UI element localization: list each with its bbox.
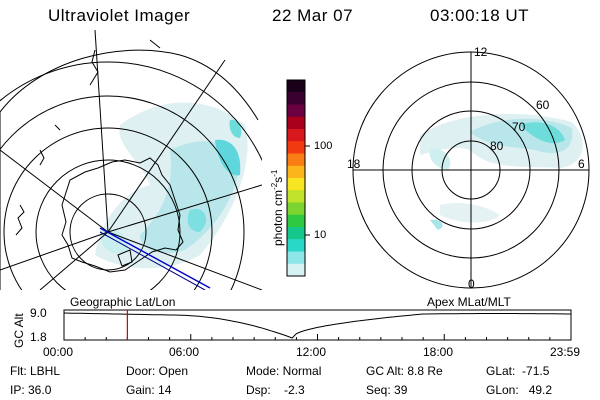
colorbar-segment	[287, 165, 305, 179]
polar-grid	[352, 51, 590, 289]
altitude-xtick-0000: 00:00	[43, 345, 74, 359]
info-seq: Seq: 39	[366, 383, 408, 397]
geographic-map	[0, 30, 262, 290]
colorbar-frame	[286, 79, 306, 277]
magnetic-polar-map	[420, 113, 583, 230]
fov-boundary-left	[0, 49, 259, 290]
mlat-label-60: 60	[536, 98, 550, 112]
info-door: Door: Open	[126, 364, 189, 378]
info-gc-alt: GC Alt: 8.8 Re	[366, 364, 443, 378]
altitude-xtick-1800: 18:00	[423, 345, 454, 359]
instrument-title: Ultraviolet Imager	[48, 6, 191, 25]
coastline-fragments	[15, 39, 161, 236]
info-dsp: Dsp: -2.3	[246, 383, 305, 397]
aurora-emission-left	[95, 102, 248, 269]
colorbar	[287, 80, 305, 277]
left-panel-caption: Geographic Lat/Lon	[70, 295, 176, 309]
colorbar-segment	[287, 116, 305, 130]
colorbar-segment	[287, 153, 305, 167]
colorbar-segment	[287, 141, 305, 154]
info-gain: Gain: 14	[126, 383, 172, 397]
colorbar-segment	[287, 104, 305, 118]
altitude-xtick-0600: 06:00	[169, 345, 200, 359]
meridian-lines	[0, 30, 262, 290]
altitude-ytick-bottom: 1.8	[30, 330, 47, 344]
colorbar-unit-label: photon cm-2s-1	[270, 169, 285, 246]
colorbar-segment	[287, 239, 305, 252]
colorbar-segment	[287, 251, 305, 265]
info-mode: Mode: Normal	[246, 364, 322, 378]
mlat-label-70: 70	[512, 120, 526, 134]
colorbar-segment	[287, 263, 305, 277]
info-filter: Flt: LBHL	[10, 364, 61, 378]
date-label: 22 Mar 07	[272, 6, 354, 25]
colorbar-segment	[287, 80, 305, 93]
colorbar-segment	[287, 214, 305, 228]
info-glat: GLat: -71.5	[486, 364, 550, 378]
info-ip: IP: 36.0	[10, 383, 52, 397]
mlt-label-6: 6	[578, 157, 585, 171]
altitude-ylabel: GC Alt	[12, 313, 26, 348]
colorbar-segment	[287, 190, 305, 203]
altitude-curve	[63, 312, 571, 339]
altitude-x-ticks	[63, 334, 572, 340]
time-label: 03:00:18 UT	[430, 6, 530, 25]
colorbar-segment	[287, 129, 305, 142]
mlat-label-80: 80	[490, 139, 504, 153]
terminator-line	[99, 227, 211, 289]
colorbar-segment	[287, 202, 305, 216]
mlt-label-0: 0	[468, 277, 475, 291]
latitude-circles	[0, 61, 262, 290]
colorbar-label-10: 10	[314, 229, 327, 241]
colorbar-label-100: 100	[314, 140, 333, 152]
altitude-ytick-top: 9.0	[30, 306, 47, 320]
colorbar-segment	[287, 178, 305, 191]
right-panel-caption: Apex MLat/MLT	[427, 295, 511, 309]
altitude-xtick-2359: 23:59	[550, 345, 581, 359]
colorbar-segment	[287, 92, 305, 105]
mlt-label-12: 12	[474, 45, 488, 59]
altitude-xtick-1200: 12:00	[296, 345, 327, 359]
colorbar-segment	[287, 227, 305, 240]
antarctica-coastline	[61, 157, 184, 273]
info-glon: GLon: 49.2	[486, 383, 553, 397]
mlt-label-18: 18	[347, 157, 361, 171]
